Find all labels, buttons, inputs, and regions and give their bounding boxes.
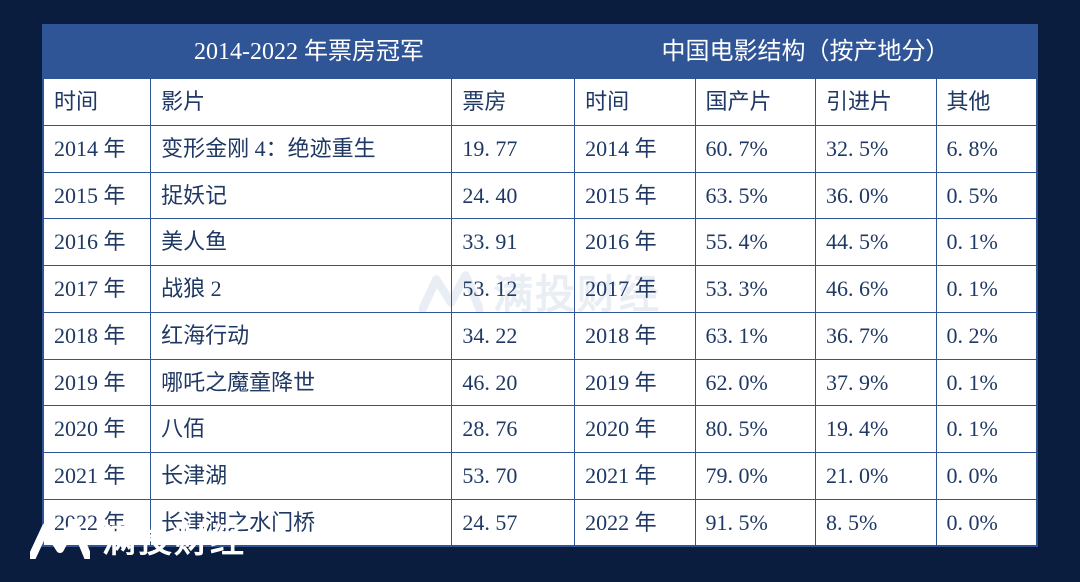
cell-film: 哪吒之魔童降世 [151,359,452,406]
cell-imported: 36. 7% [816,312,936,359]
cell-other: 0. 1% [936,359,1036,406]
table-row: 2014 年变形金刚 4：绝迹重生19. 772014 年60. 7%32. 5… [44,126,1037,173]
data-table-container: 2014-2022 年票房冠军 中国电影结构（按产地分） 时间 影片 票房 时间… [42,24,1038,547]
cell-domestic: 79. 0% [695,452,815,499]
cell-year-right: 2021 年 [575,452,695,499]
cell-film: 八佰 [151,406,452,453]
table-column-header-row: 时间 影片 票房 时间 国产片 引进片 其他 [44,79,1037,126]
cell-domestic: 62. 0% [695,359,815,406]
cell-year-left: 2018 年 [44,312,151,359]
table-row: 2017 年战狼 253. 122017 年53. 3%46. 6%0. 1% [44,266,1037,313]
cell-imported: 32. 5% [816,126,936,173]
cell-other: 0. 2% [936,312,1036,359]
cell-year-left: 2014 年 [44,126,151,173]
cell-box-office: 34. 22 [452,312,575,359]
cell-year-right: 2017 年 [575,266,695,313]
cell-year-left: 2015 年 [44,172,151,219]
group-header-right: 中国电影结构（按产地分） [575,26,1037,79]
cell-domestic: 63. 1% [695,312,815,359]
cell-year-left: 2020 年 [44,406,151,453]
cell-domestic: 53. 3% [695,266,815,313]
table-body: 2014 年变形金刚 4：绝迹重生19. 772014 年60. 7%32. 5… [44,126,1037,546]
cell-other: 0. 1% [936,219,1036,266]
cell-film: 红海行动 [151,312,452,359]
brand-logo-icon [30,517,90,559]
brand-name: 满投财经 [102,513,246,562]
cell-other: 0. 0% [936,452,1036,499]
cell-box-office: 33. 91 [452,219,575,266]
cell-box-office: 53. 12 [452,266,575,313]
cell-imported: 37. 9% [816,359,936,406]
table-row: 2021 年长津湖53. 702021 年79. 0%21. 0%0. 0% [44,452,1037,499]
table-row: 2016 年美人鱼33. 912016 年55. 4%44. 5%0. 1% [44,219,1037,266]
cell-domestic: 80. 5% [695,406,815,453]
cell-year-left: 2017 年 [44,266,151,313]
cell-year-left: 2021 年 [44,452,151,499]
col-header-year-left: 时间 [44,79,151,126]
cell-year-right: 2015 年 [575,172,695,219]
cell-other: 0. 0% [936,499,1036,546]
col-header-imported: 引进片 [816,79,936,126]
col-header-film: 影片 [151,79,452,126]
cell-film: 战狼 2 [151,266,452,313]
brand-footer: 满投财经 [30,513,246,562]
cell-domestic: 60. 7% [695,126,815,173]
cell-imported: 21. 0% [816,452,936,499]
cell-year-right: 2016 年 [575,219,695,266]
cell-film: 捉妖记 [151,172,452,219]
table-row: 2018 年红海行动34. 222018 年63. 1%36. 7%0. 2% [44,312,1037,359]
col-header-box-office: 票房 [452,79,575,126]
cell-year-right: 2022 年 [575,499,695,546]
cell-year-left: 2019 年 [44,359,151,406]
cell-box-office: 19. 77 [452,126,575,173]
cell-box-office: 28. 76 [452,406,575,453]
cell-other: 6. 8% [936,126,1036,173]
cell-film: 美人鱼 [151,219,452,266]
col-header-year-right: 时间 [575,79,695,126]
cell-other: 0. 1% [936,266,1036,313]
cell-film: 变形金刚 4：绝迹重生 [151,126,452,173]
cell-box-office: 53. 70 [452,452,575,499]
cell-year-left: 2016 年 [44,219,151,266]
data-table: 2014-2022 年票房冠军 中国电影结构（按产地分） 时间 影片 票房 时间… [43,25,1037,546]
col-header-other: 其他 [936,79,1036,126]
table-row: 2019 年哪吒之魔童降世46. 202019 年62. 0%37. 9%0. … [44,359,1037,406]
cell-box-office: 24. 40 [452,172,575,219]
col-header-domestic: 国产片 [695,79,815,126]
cell-domestic: 55. 4% [695,219,815,266]
cell-box-office: 46. 20 [452,359,575,406]
cell-year-right: 2019 年 [575,359,695,406]
cell-other: 0. 5% [936,172,1036,219]
cell-imported: 44. 5% [816,219,936,266]
cell-imported: 19. 4% [816,406,936,453]
cell-year-right: 2014 年 [575,126,695,173]
cell-imported: 8. 5% [816,499,936,546]
group-header-left: 2014-2022 年票房冠军 [44,26,575,79]
cell-other: 0. 1% [936,406,1036,453]
table-row: 2020 年八佰28. 762020 年80. 5%19. 4%0. 1% [44,406,1037,453]
cell-year-right: 2018 年 [575,312,695,359]
cell-imported: 36. 0% [816,172,936,219]
cell-imported: 46. 6% [816,266,936,313]
cell-domestic: 91. 5% [695,499,815,546]
cell-film: 长津湖 [151,452,452,499]
table-group-header-row: 2014-2022 年票房冠军 中国电影结构（按产地分） [44,26,1037,79]
cell-year-right: 2020 年 [575,406,695,453]
cell-box-office: 24. 57 [452,499,575,546]
table-row: 2015 年捉妖记24. 402015 年63. 5%36. 0%0. 5% [44,172,1037,219]
cell-domestic: 63. 5% [695,172,815,219]
